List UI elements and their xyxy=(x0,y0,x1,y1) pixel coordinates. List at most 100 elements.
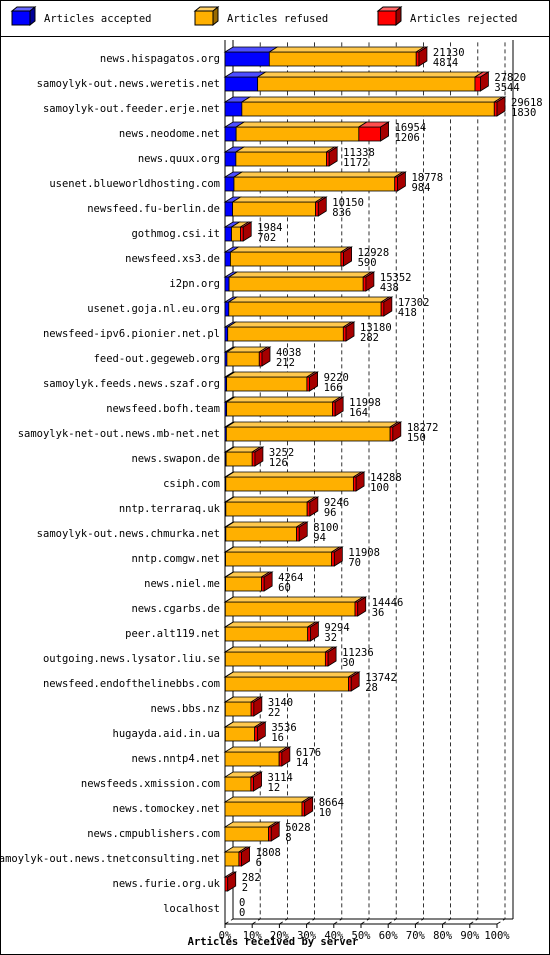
value-label-accepted: 2 xyxy=(242,882,248,894)
bar-segment xyxy=(257,76,476,92)
bar-segment xyxy=(389,426,394,442)
bar-segment xyxy=(225,476,354,492)
bar-segment-top xyxy=(232,171,405,178)
value-label-accepted: 12 xyxy=(268,782,281,794)
value-label-total: 27820 xyxy=(494,72,526,84)
value-label-accepted: 70 xyxy=(348,557,361,569)
bar-segment-side xyxy=(227,871,237,892)
y-tick-label: nntp.comgw.net xyxy=(131,553,220,565)
bar-segment-top xyxy=(223,621,318,628)
bar-segment xyxy=(224,726,256,742)
value-label-accepted: 22 xyxy=(268,707,281,719)
bar-segment xyxy=(227,326,344,342)
bar-segment-side xyxy=(270,821,280,842)
bar-segment xyxy=(224,776,252,792)
y-tick-label: feed-out.gegeweb.org xyxy=(94,353,220,365)
value-label-accepted: 126 xyxy=(269,457,288,469)
bar-segment-top xyxy=(223,46,279,53)
y-tick-label: csiph.com xyxy=(163,478,220,490)
bar-segment xyxy=(251,451,256,467)
bar-segment-top xyxy=(229,246,351,253)
value-label-total: 9220 xyxy=(324,372,349,384)
bar-segment-top xyxy=(234,146,336,153)
bar-segment xyxy=(224,851,240,867)
bar-segment-side xyxy=(355,471,365,492)
bar-segment-top xyxy=(225,396,342,403)
value-label-total: 11998 xyxy=(349,397,381,409)
value-label-total: 4038 xyxy=(276,347,301,359)
bar-segment xyxy=(225,551,333,567)
bar-segment-side xyxy=(383,296,393,317)
x-tick-label: 100% xyxy=(484,930,510,942)
y-tick-label: newsfeeds.xmission.com xyxy=(81,778,220,790)
bar-segment xyxy=(225,451,253,467)
value-label-accepted: 36 xyxy=(372,607,385,619)
value-label-accepted: 282 xyxy=(360,332,379,344)
bar-segment xyxy=(235,151,327,167)
y-tick-label: news.neodome.net xyxy=(119,128,220,140)
x-tick-label: 0% xyxy=(219,930,232,942)
bar-segment xyxy=(315,201,319,217)
y-tick-label: samoylyk-out.news.chmurka.net xyxy=(37,528,220,540)
y-tick-label: outgoing.news.lysator.liu.se xyxy=(43,653,220,665)
bar-segment xyxy=(225,501,308,517)
bar-segment xyxy=(231,226,241,242)
y-tick-label: samoylyk-out.feeder.erje.net xyxy=(43,103,220,115)
y-tick-label: newsfeed-ipv6.pionier.net.pl xyxy=(43,328,220,340)
value-label-accepted: 1172 xyxy=(343,157,368,169)
value-label-total: 18778 xyxy=(411,172,443,184)
bar-segment xyxy=(224,51,270,67)
bar-segment xyxy=(362,276,367,292)
bar-segment-top xyxy=(223,671,358,678)
value-label-accepted: 30 xyxy=(342,657,355,669)
y-tick-label: usenet.blueworldhosting.com xyxy=(49,178,220,190)
legend-label: Articles accepted xyxy=(44,13,151,25)
y-tick-label: peer.alt119.net xyxy=(125,628,220,640)
value-label-accepted: 3544 xyxy=(494,82,519,94)
bar-segment xyxy=(241,101,495,117)
bar-segment xyxy=(228,276,364,292)
bar-segment xyxy=(224,676,349,692)
bar-segment-side xyxy=(241,846,250,867)
bar-segment xyxy=(324,651,329,667)
bar-segment xyxy=(224,151,237,167)
bar-segment xyxy=(224,801,303,817)
y-tick-label: newsfeed.xs3.de xyxy=(125,253,220,265)
bar-segment xyxy=(224,826,269,842)
bar-segment xyxy=(296,526,300,542)
y-tick-label: samoylyk.feeds.news.szaf.org xyxy=(43,378,220,390)
value-label-accepted: 418 xyxy=(398,307,417,319)
bar-segment xyxy=(261,576,265,592)
bar-segment-side xyxy=(309,496,319,517)
bar-segment xyxy=(326,151,330,167)
x-tick-label: 70% xyxy=(406,930,426,942)
value-label-accepted: 702 xyxy=(257,232,276,244)
bar-segment xyxy=(258,351,263,367)
value-label-accepted: 438 xyxy=(380,282,399,294)
legend-swatch xyxy=(377,10,397,26)
bar-segment xyxy=(233,176,396,192)
value-label-total: 0 xyxy=(239,897,245,909)
value-label-total: 11236 xyxy=(342,647,374,659)
bar-segment xyxy=(380,301,385,317)
bar-segment-top xyxy=(224,421,400,428)
y-tick-label: newsfeed.bofh.team xyxy=(106,403,220,415)
bar-segment xyxy=(340,251,344,267)
bar-segment-top xyxy=(267,46,426,53)
bar-segment xyxy=(278,751,283,767)
bar-segment xyxy=(268,51,417,67)
value-label-total: 4264 xyxy=(278,572,303,584)
bar-segment-top xyxy=(225,371,317,378)
bar-segment xyxy=(238,851,242,867)
value-label-accepted: 94 xyxy=(313,532,326,544)
bar-segment-side xyxy=(343,246,352,267)
bar-segment xyxy=(348,676,352,692)
value-label-accepted: 164 xyxy=(349,407,368,419)
bar-segment xyxy=(235,126,360,142)
value-label-total: 12928 xyxy=(358,247,390,259)
bar-segment xyxy=(224,751,280,767)
bar-segment xyxy=(224,201,234,217)
value-label-total: 29618 xyxy=(511,97,543,109)
legend-swatch xyxy=(11,10,31,26)
value-label-total: 5028 xyxy=(285,822,310,834)
